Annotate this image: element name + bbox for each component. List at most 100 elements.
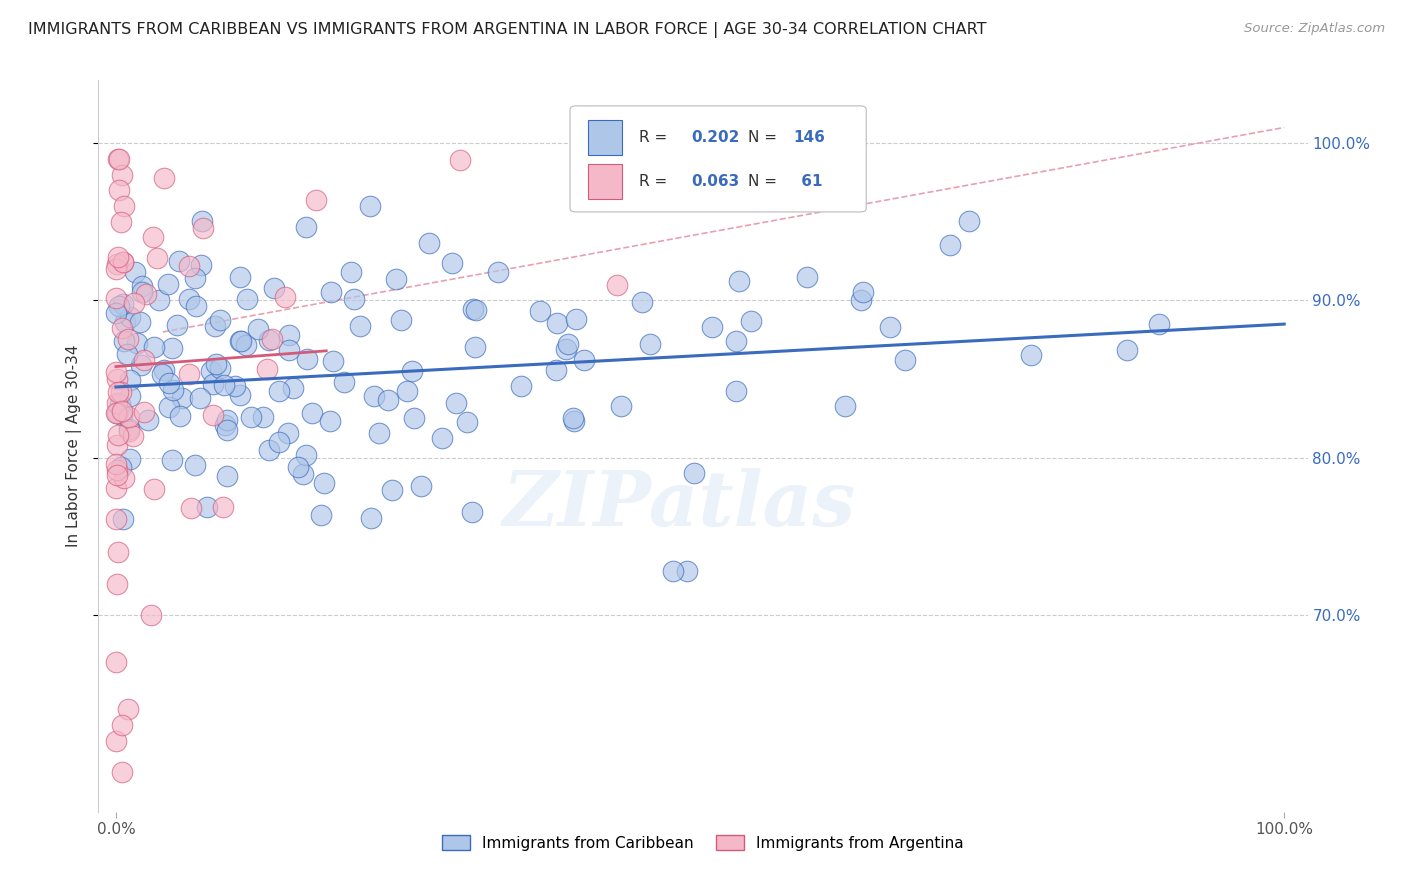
Point xyxy=(117,702,139,716)
Point xyxy=(360,510,382,524)
Point xyxy=(277,327,299,342)
Point xyxy=(209,361,232,376)
Point xyxy=(193,220,215,235)
Point xyxy=(111,408,134,422)
Point xyxy=(117,332,139,346)
Point xyxy=(1115,343,1137,358)
Point xyxy=(204,318,226,333)
Point xyxy=(112,512,135,526)
Point xyxy=(465,302,488,317)
Point xyxy=(396,384,419,398)
Point xyxy=(287,460,309,475)
Point xyxy=(190,258,212,272)
Y-axis label: In Labor Force | Age 30-34: In Labor Force | Age 30-34 xyxy=(66,344,83,548)
Point xyxy=(385,272,408,286)
Point xyxy=(269,435,291,450)
Point xyxy=(114,471,136,485)
Point xyxy=(129,358,152,372)
Point xyxy=(105,257,128,271)
Point xyxy=(111,168,134,182)
FancyBboxPatch shape xyxy=(569,106,866,212)
Point xyxy=(274,290,297,304)
Point xyxy=(128,315,150,329)
Point xyxy=(260,332,283,346)
Point xyxy=(104,655,127,669)
Point xyxy=(105,406,128,420)
Point xyxy=(411,479,433,493)
Point xyxy=(105,438,128,452)
Point xyxy=(546,316,568,330)
Point xyxy=(510,378,533,392)
Point xyxy=(449,153,471,167)
Point xyxy=(700,319,723,334)
Point xyxy=(418,236,440,251)
Point xyxy=(142,229,165,244)
Point xyxy=(295,351,318,366)
Point xyxy=(105,306,128,320)
Point xyxy=(121,428,143,442)
Point xyxy=(132,352,155,367)
Point xyxy=(402,411,425,425)
Point xyxy=(318,414,340,428)
Point xyxy=(212,500,235,515)
Point xyxy=(120,451,142,466)
Bar xyxy=(588,163,621,199)
Text: 0.063: 0.063 xyxy=(690,174,740,189)
Point xyxy=(430,431,453,445)
Point xyxy=(662,564,685,578)
Bar xyxy=(588,120,621,155)
Point xyxy=(228,269,250,284)
Point xyxy=(464,340,486,354)
Point xyxy=(208,313,231,327)
Point xyxy=(796,269,818,284)
Text: N =: N = xyxy=(748,130,782,145)
Point xyxy=(834,399,856,413)
Point xyxy=(120,389,142,403)
Point xyxy=(359,199,381,213)
Point xyxy=(105,396,128,410)
Point xyxy=(377,392,399,407)
Point xyxy=(105,512,128,526)
Point xyxy=(105,406,128,420)
Point xyxy=(143,340,166,354)
Text: Source: ZipAtlas.com: Source: ZipAtlas.com xyxy=(1244,22,1385,36)
Point xyxy=(124,265,146,279)
Point xyxy=(728,275,751,289)
Point xyxy=(105,463,128,477)
Point xyxy=(381,483,404,498)
Point xyxy=(252,409,274,424)
Point xyxy=(340,265,363,279)
Point xyxy=(134,405,156,419)
Point xyxy=(107,385,129,400)
Point xyxy=(169,409,191,424)
Point xyxy=(131,278,153,293)
Point xyxy=(111,254,134,268)
Point xyxy=(235,338,257,352)
Point xyxy=(202,376,225,391)
Point xyxy=(105,468,128,483)
Point xyxy=(295,219,318,234)
Point xyxy=(122,296,145,310)
Point xyxy=(283,381,305,395)
Point xyxy=(368,426,391,441)
Point xyxy=(141,607,163,622)
Text: R =: R = xyxy=(638,130,672,145)
Point xyxy=(291,467,314,481)
Point xyxy=(581,182,603,196)
Point xyxy=(108,397,131,411)
Point xyxy=(240,410,263,425)
Point xyxy=(112,199,135,213)
Point xyxy=(111,404,134,418)
Point xyxy=(107,299,129,313)
Point xyxy=(188,392,211,406)
Point xyxy=(676,564,699,578)
Point xyxy=(893,352,915,367)
Point xyxy=(111,320,134,334)
Point xyxy=(200,363,222,377)
Point xyxy=(184,299,207,313)
Point xyxy=(172,391,194,405)
Text: ZIPatlas: ZIPatlas xyxy=(502,467,855,541)
Point xyxy=(118,410,141,425)
Point xyxy=(114,315,136,329)
Point xyxy=(146,252,169,266)
